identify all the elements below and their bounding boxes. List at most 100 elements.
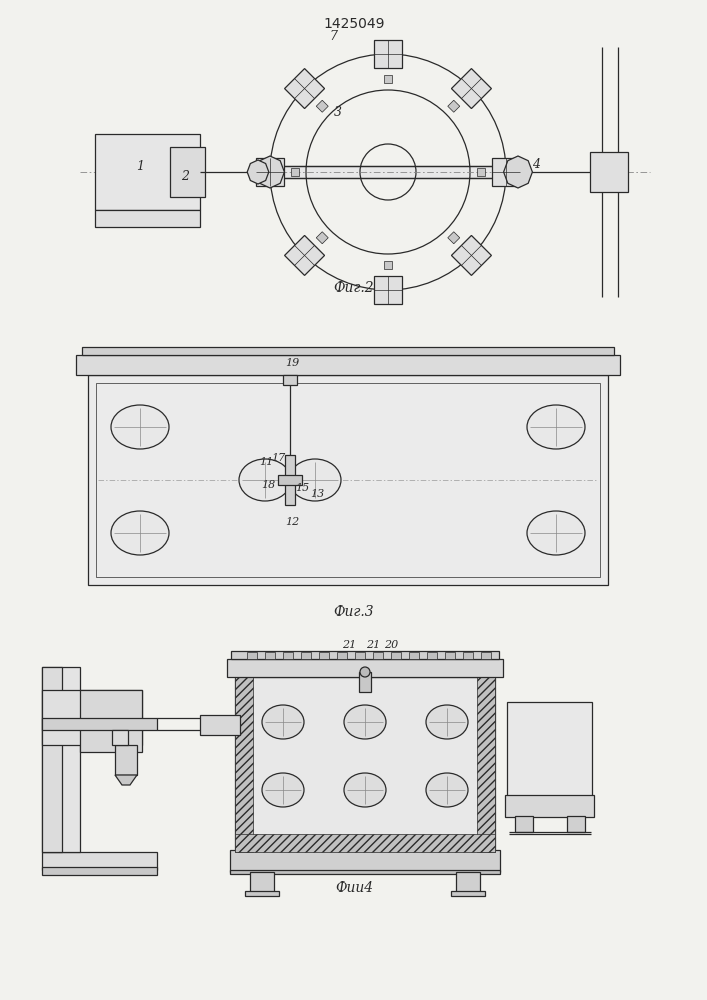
Polygon shape: [115, 775, 137, 785]
Bar: [88, 375, 608, 585]
Text: 11: 11: [259, 457, 273, 467]
Ellipse shape: [344, 773, 386, 807]
Text: 15: 15: [295, 483, 309, 493]
Polygon shape: [452, 235, 491, 275]
Bar: [80, 690, 142, 752]
Bar: [507, 702, 592, 797]
Bar: [230, 870, 500, 874]
Bar: [359, 672, 371, 692]
Bar: [82, 347, 614, 355]
Bar: [235, 677, 253, 852]
Text: 7: 7: [329, 30, 337, 43]
Bar: [231, 651, 499, 659]
Bar: [42, 852, 157, 870]
Bar: [270, 166, 506, 178]
Text: 13: 13: [310, 489, 324, 499]
Text: 21: 21: [342, 640, 356, 650]
Bar: [451, 891, 485, 896]
Bar: [265, 652, 275, 659]
Bar: [283, 375, 297, 385]
Text: 1425049: 1425049: [323, 17, 385, 31]
Polygon shape: [452, 69, 491, 109]
Bar: [115, 745, 137, 775]
Text: Фиг.2: Фиг.2: [334, 281, 374, 295]
Bar: [235, 677, 495, 852]
Text: 3: 3: [334, 105, 342, 118]
Bar: [95, 210, 200, 227]
Ellipse shape: [262, 705, 304, 739]
Bar: [227, 659, 503, 677]
Ellipse shape: [262, 773, 304, 807]
Bar: [95, 134, 200, 210]
Bar: [463, 652, 473, 659]
Bar: [96, 383, 600, 577]
Bar: [247, 652, 257, 659]
Polygon shape: [256, 156, 284, 188]
Bar: [170, 147, 205, 197]
Ellipse shape: [111, 405, 169, 449]
Ellipse shape: [527, 405, 585, 449]
Text: Фии4: Фии4: [335, 881, 373, 895]
Ellipse shape: [426, 705, 468, 739]
Bar: [373, 652, 383, 659]
Bar: [301, 652, 311, 659]
Ellipse shape: [111, 511, 169, 555]
Bar: [250, 872, 274, 892]
Bar: [590, 152, 628, 192]
Text: 12: 12: [285, 517, 299, 527]
Text: Фиг.3: Фиг.3: [334, 605, 374, 619]
Bar: [456, 872, 480, 892]
Polygon shape: [256, 158, 284, 186]
Bar: [42, 667, 80, 852]
Bar: [245, 891, 279, 896]
Text: 20: 20: [384, 640, 398, 650]
Bar: [319, 652, 329, 659]
Bar: [355, 652, 365, 659]
Polygon shape: [384, 261, 392, 269]
Bar: [481, 652, 491, 659]
Polygon shape: [316, 100, 328, 112]
Bar: [567, 816, 585, 832]
Bar: [391, 652, 401, 659]
Bar: [445, 652, 455, 659]
Bar: [337, 652, 347, 659]
Circle shape: [360, 667, 370, 677]
Text: 2: 2: [181, 170, 189, 184]
Text: 21: 21: [366, 640, 380, 650]
Polygon shape: [247, 160, 269, 184]
Ellipse shape: [289, 459, 341, 501]
Bar: [76, 355, 620, 375]
Bar: [409, 652, 419, 659]
Bar: [42, 718, 157, 730]
Bar: [230, 850, 500, 872]
Bar: [200, 715, 240, 735]
Bar: [112, 730, 128, 745]
Bar: [515, 816, 533, 832]
Bar: [42, 867, 157, 875]
Polygon shape: [448, 100, 460, 112]
Polygon shape: [374, 40, 402, 68]
Bar: [505, 795, 594, 817]
Bar: [477, 677, 495, 852]
Text: 18: 18: [261, 480, 275, 490]
Text: 19: 19: [285, 358, 299, 368]
Bar: [283, 652, 293, 659]
Ellipse shape: [527, 511, 585, 555]
Polygon shape: [384, 75, 392, 83]
Text: 4: 4: [532, 157, 540, 170]
Polygon shape: [316, 232, 328, 244]
Bar: [285, 455, 295, 505]
Text: 1: 1: [136, 160, 144, 174]
Ellipse shape: [344, 705, 386, 739]
Polygon shape: [477, 168, 485, 176]
Polygon shape: [503, 156, 532, 188]
Bar: [42, 690, 142, 745]
Polygon shape: [284, 235, 325, 275]
Polygon shape: [492, 158, 520, 186]
Ellipse shape: [239, 459, 291, 501]
Polygon shape: [284, 69, 325, 109]
Bar: [42, 667, 62, 852]
Polygon shape: [374, 276, 402, 304]
Bar: [427, 652, 437, 659]
Ellipse shape: [426, 773, 468, 807]
